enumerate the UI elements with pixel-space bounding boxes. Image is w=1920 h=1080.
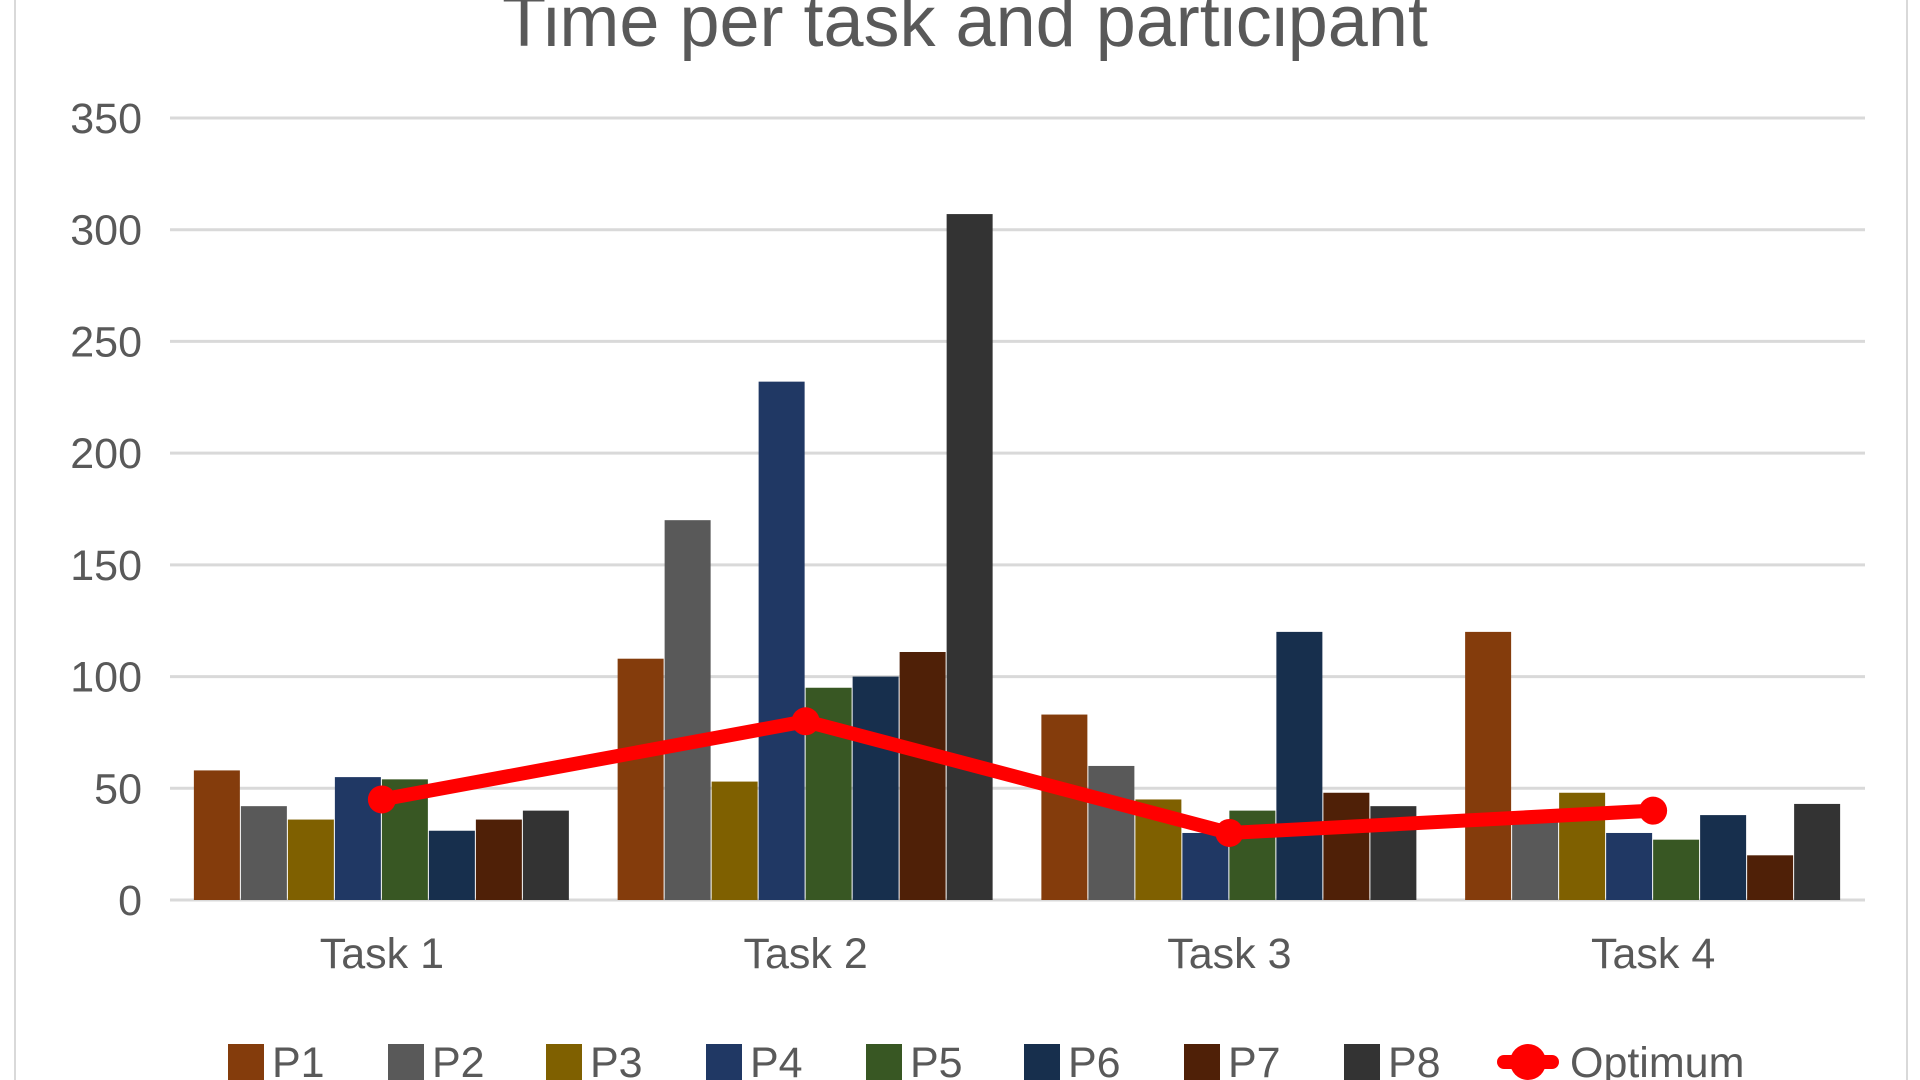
x-tick-label: Task 2 [743,930,867,978]
optimum-series-line [374,714,1661,840]
legend-label-p8: P8 [1388,1039,1441,1080]
legend-label-p7: P7 [1228,1039,1281,1080]
optimum-point-4 [1639,796,1668,825]
legend-swatch-p3 [546,1044,582,1080]
bar-p3-1 [287,819,334,900]
y-axis-ticks: 0 50 100 150 200 250 300 350 [70,95,142,925]
legend-label-p6: P6 [1068,1039,1121,1080]
y-tick-label: 100 [70,654,142,702]
y-tick-label: 0 [118,877,142,925]
y-tick-label: 250 [70,318,142,366]
legend-swatch-p2 [388,1044,424,1080]
y-tick-label: 150 [70,542,142,590]
legend-label-p4: P4 [750,1039,803,1080]
bar-p3-2 [711,781,758,900]
legend-label-optimum: Optimum [1570,1039,1744,1080]
bar-p6-2 [852,676,899,900]
x-tick-label: Task 3 [1167,930,1291,978]
bar-p2-4 [1512,821,1559,900]
legend-label-p5: P5 [910,1039,963,1080]
bar-p4-4 [1606,832,1653,900]
legend-label-p2: P2 [432,1039,485,1080]
legend-swatch-p7 [1184,1044,1220,1080]
bar-p6-1 [428,830,475,900]
bar-p1-3 [1041,714,1088,900]
bar-p8-4 [1794,803,1841,900]
legend-swatch-p4 [706,1044,742,1080]
bar-p7-4 [1747,855,1794,900]
chart-border-right [1906,0,1908,1080]
optimum-point-3 [1215,818,1244,847]
bar-p1-4 [1465,631,1512,900]
chart-border-left [14,0,16,1080]
legend-label-p1: P1 [272,1039,325,1080]
bar-p7-3 [1323,792,1370,900]
legend-swatch-p5 [866,1044,902,1080]
bar-p2-3 [1088,765,1135,900]
chart-title: Time per task and participant [502,0,1428,62]
x-tick-label: Task 4 [1591,930,1715,978]
legend-swatch-p6 [1024,1044,1060,1080]
bar-p6-4 [1700,815,1747,900]
bar-p7-2 [899,651,946,900]
y-tick-label: 200 [70,430,142,478]
y-tick-label: 300 [70,207,142,255]
x-tick-label: Task 1 [320,930,444,978]
legend-label-p3: P3 [590,1039,643,1080]
x-axis-ticks: Task 1 Task 2 Task 3 Task 4 [320,930,1716,978]
bar-p8-1 [522,810,569,900]
bar-p8-2 [946,214,993,900]
legend-swatch-p1 [228,1044,264,1080]
optimum-point-1 [367,785,396,814]
bar-p1-2 [617,658,664,900]
bar-p2-1 [240,806,287,900]
bar-p4-2 [758,381,805,900]
y-tick-label: 50 [94,765,142,813]
gridlines [170,116,1865,902]
bar-p4-3 [1182,832,1229,900]
legend-swatch-optimum-marker [1510,1044,1546,1080]
bar-p2-2 [664,520,711,900]
legend-swatch-p8 [1344,1044,1380,1080]
bar-p1-1 [193,770,240,900]
bar-p7-1 [475,819,522,900]
y-tick-label: 350 [70,95,142,143]
bars [193,214,1841,900]
bar-p6-3 [1276,631,1323,900]
optimum-point-2 [791,707,820,736]
optimum-line [367,707,1668,847]
bar-p5-4 [1653,839,1700,900]
legend: P1 P2 P3 P4 P5 P6 P7 P8 Optimum [228,1039,1744,1080]
